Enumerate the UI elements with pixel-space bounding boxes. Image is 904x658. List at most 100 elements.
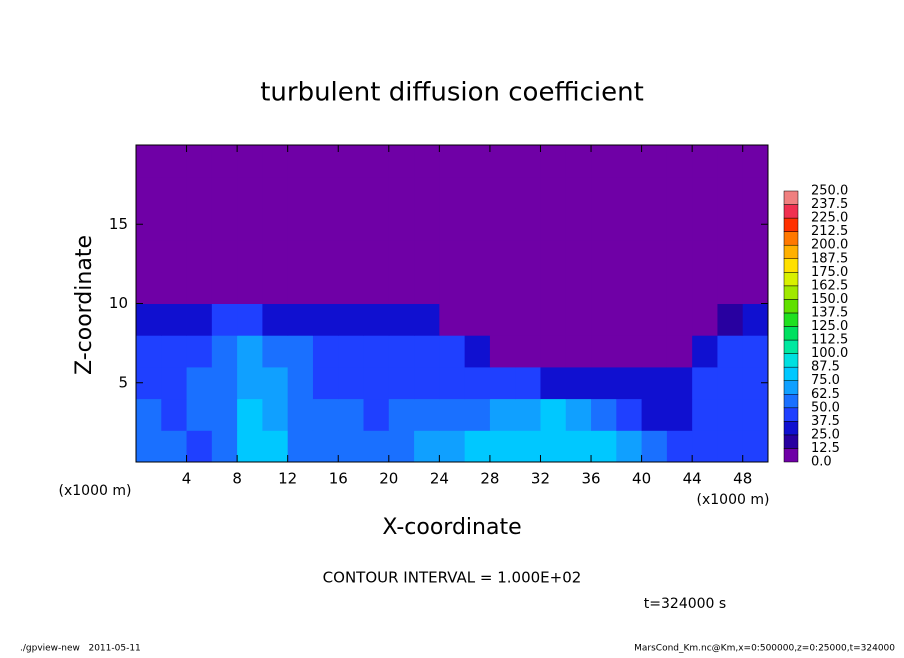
colorbar-swatch bbox=[783, 339, 799, 354]
cell bbox=[616, 145, 643, 178]
field bbox=[136, 145, 769, 463]
colorbar-swatch bbox=[783, 204, 799, 219]
cell bbox=[414, 335, 440, 368]
cell bbox=[363, 398, 390, 431]
cell bbox=[439, 335, 466, 368]
cell bbox=[565, 208, 592, 241]
cell bbox=[616, 398, 643, 431]
cell bbox=[414, 145, 440, 178]
cell bbox=[489, 430, 516, 463]
cell bbox=[363, 366, 390, 400]
cell bbox=[211, 145, 238, 178]
cell bbox=[591, 335, 617, 368]
cell bbox=[591, 303, 617, 336]
cell bbox=[439, 176, 466, 209]
colorbar-swatch bbox=[783, 434, 799, 449]
cell bbox=[388, 303, 415, 336]
colorbar-label: 212.5 bbox=[811, 224, 848, 239]
colorbar-swatch bbox=[783, 407, 799, 422]
cell bbox=[489, 208, 516, 241]
cell bbox=[616, 271, 643, 304]
cell bbox=[439, 430, 466, 463]
colorbar-swatch bbox=[783, 421, 799, 436]
colorbar-swatch bbox=[783, 312, 799, 327]
cell bbox=[540, 335, 567, 368]
cell bbox=[565, 176, 592, 209]
cell bbox=[161, 271, 188, 304]
cell bbox=[591, 398, 617, 431]
cell bbox=[136, 145, 162, 178]
cell bbox=[363, 240, 390, 273]
chart-title: turbulent diffusion coefficient bbox=[260, 78, 644, 108]
cell bbox=[136, 176, 162, 209]
cell bbox=[262, 176, 289, 209]
cell bbox=[287, 208, 314, 241]
cell bbox=[489, 366, 516, 400]
cell bbox=[312, 208, 339, 241]
cell bbox=[666, 366, 693, 400]
cell bbox=[717, 335, 744, 368]
cell bbox=[742, 176, 769, 209]
cell bbox=[641, 430, 668, 463]
cell bbox=[186, 398, 213, 431]
cell bbox=[666, 335, 693, 368]
cell bbox=[717, 176, 744, 209]
cell bbox=[186, 303, 213, 336]
cell bbox=[161, 335, 188, 368]
colorbar-swatch bbox=[783, 272, 799, 287]
cell bbox=[414, 240, 440, 273]
cell bbox=[186, 430, 213, 463]
cell bbox=[692, 208, 718, 241]
cell bbox=[641, 271, 668, 304]
cell bbox=[136, 430, 162, 463]
cell bbox=[388, 366, 415, 400]
colorbar-swatch bbox=[783, 448, 799, 463]
cell bbox=[742, 303, 769, 336]
cell bbox=[641, 240, 668, 273]
cell bbox=[388, 176, 415, 209]
cell bbox=[161, 208, 188, 241]
cell bbox=[692, 240, 718, 273]
cell bbox=[211, 240, 238, 273]
cell bbox=[388, 145, 415, 178]
cell bbox=[540, 240, 567, 273]
footer-left: ./gpview-new 2011-05-11 bbox=[20, 644, 141, 654]
cell bbox=[666, 208, 693, 241]
cell bbox=[363, 145, 390, 178]
colorbar-swatch bbox=[783, 366, 799, 381]
cell bbox=[237, 303, 263, 336]
cell bbox=[312, 240, 339, 273]
cell bbox=[565, 145, 592, 178]
cell bbox=[641, 303, 668, 336]
cell bbox=[211, 366, 238, 400]
cell bbox=[439, 398, 466, 431]
colorbar-swatch bbox=[783, 231, 799, 246]
cell bbox=[717, 208, 744, 241]
cell bbox=[262, 208, 289, 241]
x-tick-label: 28 bbox=[480, 470, 499, 488]
cell bbox=[666, 398, 693, 431]
x-tick-label: 20 bbox=[379, 470, 398, 488]
cell bbox=[742, 145, 769, 178]
cell bbox=[641, 145, 668, 178]
cell bbox=[237, 398, 263, 431]
cell bbox=[489, 176, 516, 209]
x-tick-label: 44 bbox=[683, 470, 702, 488]
time-note: t=324000 s bbox=[644, 596, 726, 612]
cell bbox=[616, 430, 643, 463]
cell bbox=[489, 303, 516, 336]
cell bbox=[388, 430, 415, 463]
cell bbox=[641, 366, 668, 400]
cell bbox=[161, 303, 188, 336]
colorbar-swatch bbox=[783, 258, 799, 273]
footer-right: MarsCond_Km.nc@Km,x=0:500000,z=0:25000,t… bbox=[634, 644, 895, 654]
colorbar-label: 250.0 bbox=[811, 184, 848, 199]
cell bbox=[338, 240, 365, 273]
cell bbox=[237, 430, 263, 463]
cell bbox=[692, 398, 718, 431]
cell bbox=[692, 145, 718, 178]
cell bbox=[540, 176, 567, 209]
cell bbox=[489, 240, 516, 273]
